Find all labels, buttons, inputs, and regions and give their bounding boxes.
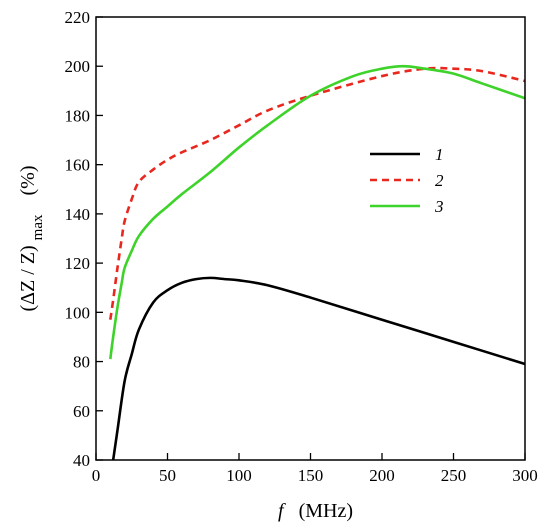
legend-label-1: 1 [435,145,444,164]
y-tick-label: 80 [73,353,90,372]
y-tick-label: 60 [73,402,90,421]
legend-label-3: 3 [434,197,444,216]
y-axis-main: (ΔZ / Z) [17,245,39,311]
y-tick-label: 120 [65,254,91,273]
y-tick-label: 140 [65,205,91,224]
y-tick-label: 100 [65,303,91,322]
series-line-2 [109,66,525,320]
series-lines [109,64,525,460]
x-tick-label: 300 [512,466,538,485]
x-axis-symbol: f [278,500,286,522]
y-tick-label: 220 [65,8,91,27]
x-tick-label: 100 [226,466,252,485]
x-tick-label: 50 [159,466,176,485]
x-axis-unit: (MHz) [299,500,353,522]
x-tick-label: 150 [298,466,324,485]
legend: 1 2 3 [370,145,444,216]
y-tick-label: 200 [65,57,91,76]
y-tick-label: 40 [73,451,90,470]
x-tick-label: 0 [92,466,101,485]
y-axis-title: (ΔZ / Z) max (%) [17,166,46,312]
x-tick-label: 250 [441,466,467,485]
axis-ticks: 0 50 100 150 200 250 300 40 60 80 100 120 140 160 180 2… [65,8,538,485]
legend-label-2: 2 [435,171,444,190]
y-axis-sub: max [30,214,46,240]
series-line-1 [111,276,525,460]
y-tick-label: 160 [65,156,91,175]
x-tick-label: 200 [369,466,395,485]
x-axis-title: f (MHz) [278,500,353,522]
y-tick-label: 180 [65,106,91,125]
plot-frame [95,16,526,461]
y-axis-unit: (%) [17,166,39,196]
series-line-3 [109,64,525,360]
